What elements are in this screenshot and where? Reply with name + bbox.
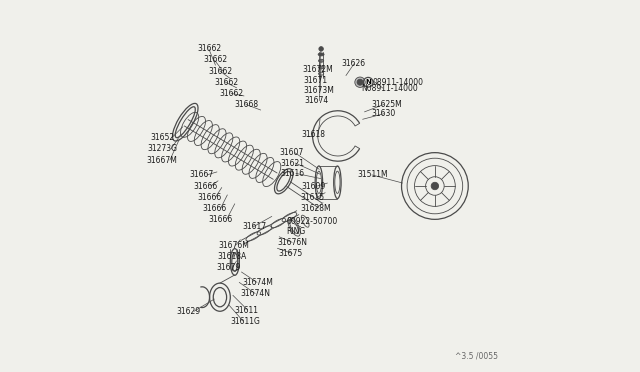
Text: 31674: 31674: [305, 96, 329, 105]
Text: 31676N: 31676N: [277, 238, 307, 247]
Text: 31666: 31666: [202, 204, 227, 213]
Text: ^3.5 /0055: ^3.5 /0055: [455, 352, 498, 361]
Text: N08911-14000: N08911-14000: [361, 84, 417, 93]
Text: 31615: 31615: [301, 193, 325, 202]
Ellipse shape: [319, 66, 324, 69]
Circle shape: [319, 46, 323, 51]
Text: 31676M: 31676M: [218, 241, 249, 250]
Text: 31628M: 31628M: [300, 205, 331, 214]
Text: 31618: 31618: [301, 129, 326, 139]
Text: 31667: 31667: [189, 170, 214, 179]
Text: N: N: [365, 79, 371, 85]
Text: 31662: 31662: [198, 44, 222, 53]
Ellipse shape: [318, 53, 324, 56]
Text: 31652: 31652: [150, 133, 174, 142]
Text: 08911-14000: 08911-14000: [372, 78, 424, 87]
Text: 31273G: 31273G: [148, 144, 178, 153]
Ellipse shape: [319, 59, 324, 62]
Text: 31662: 31662: [214, 78, 239, 87]
Text: 31673M: 31673M: [303, 86, 334, 95]
Text: 31617: 31617: [242, 222, 266, 231]
Text: 31675: 31675: [278, 249, 303, 258]
Text: 31611G: 31611G: [230, 317, 260, 326]
Text: 31511M: 31511M: [357, 170, 388, 179]
Text: 31666: 31666: [193, 182, 218, 190]
Circle shape: [431, 182, 438, 190]
Text: 31662: 31662: [219, 89, 243, 98]
Circle shape: [357, 79, 363, 85]
Text: 31626: 31626: [341, 59, 365, 68]
Text: 31679: 31679: [216, 263, 241, 272]
Text: 31671: 31671: [303, 76, 328, 84]
Text: 31666: 31666: [209, 215, 233, 224]
Text: 31668: 31668: [235, 100, 259, 109]
Text: 31609: 31609: [301, 182, 326, 190]
Text: 31672M: 31672M: [302, 65, 333, 74]
Text: 31666: 31666: [198, 193, 222, 202]
Text: 31630: 31630: [371, 109, 396, 118]
Text: 31674N: 31674N: [240, 289, 270, 298]
Circle shape: [355, 77, 365, 87]
Text: 00922-50700
RING: 00922-50700 RING: [287, 217, 338, 237]
Text: 31611: 31611: [235, 306, 259, 315]
Text: 31629: 31629: [176, 307, 200, 316]
Text: 31607: 31607: [279, 148, 303, 157]
Text: 31667M: 31667M: [147, 155, 177, 164]
Text: 31616: 31616: [280, 169, 305, 178]
Text: 31662: 31662: [204, 55, 227, 64]
Text: 31674M: 31674M: [242, 278, 273, 287]
Text: 31662: 31662: [209, 67, 233, 76]
Text: 31625M: 31625M: [371, 100, 402, 109]
Text: 31621: 31621: [280, 158, 304, 167]
Text: 31618A: 31618A: [217, 252, 246, 261]
